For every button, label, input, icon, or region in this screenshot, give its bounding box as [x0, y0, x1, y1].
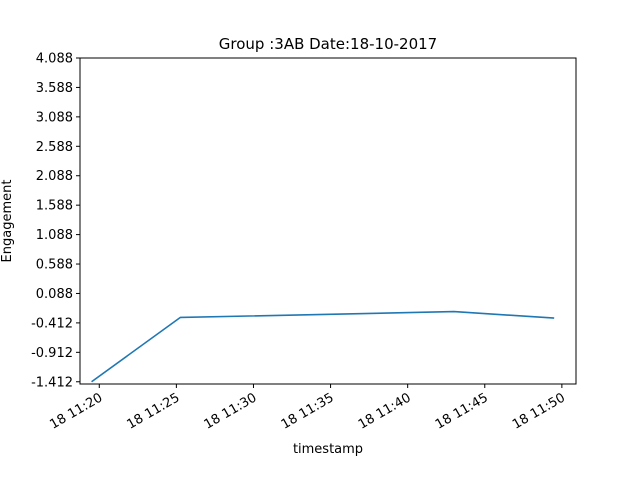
x-tick-label: 18 11:45	[433, 390, 491, 432]
x-tick-label: 18 11:40	[356, 390, 414, 432]
x-tick-label: 18 11:30	[202, 390, 260, 432]
x-tick-label: 18 11:20	[47, 390, 105, 432]
y-tick-label: 4.088	[36, 52, 73, 67]
y-tick-label: 2.588	[36, 140, 73, 155]
y-axis-title: Engagement	[0, 180, 15, 263]
y-tick-label: -1.412	[31, 375, 73, 390]
y-tick-label: 1.588	[36, 199, 73, 214]
x-axis: 18 11:20 18 11:25 18 11:30 18 11:35 18 11:40…	[47, 384, 568, 433]
y-axis: -1.412 -0.912 -0.412 0.088 0.588 1.088 1.588 2.…	[31, 52, 80, 390]
y-tick-label: 1.088	[36, 228, 73, 243]
y-tick-label: -0.912	[31, 346, 73, 361]
x-tick-label: 18 11:35	[279, 390, 337, 432]
y-tick-label: 3.588	[36, 81, 73, 96]
x-tick-label: 18 11:25	[125, 390, 183, 432]
y-tick-label: 3.088	[36, 110, 73, 125]
y-tick-label: 0.588	[36, 258, 73, 273]
chart-title: Group :3AB Date:18-10-2017	[219, 35, 437, 53]
series-line	[91, 310, 555, 383]
y-tick-label: 0.088	[36, 287, 73, 302]
series-layer	[91, 310, 555, 383]
x-axis-title: timestamp	[293, 442, 363, 457]
x-tick-label: 18 11:50	[510, 390, 568, 432]
y-tick-label: -0.412	[31, 316, 73, 331]
y-tick-label: 2.088	[36, 169, 73, 184]
plot-frame	[79, 57, 577, 385]
